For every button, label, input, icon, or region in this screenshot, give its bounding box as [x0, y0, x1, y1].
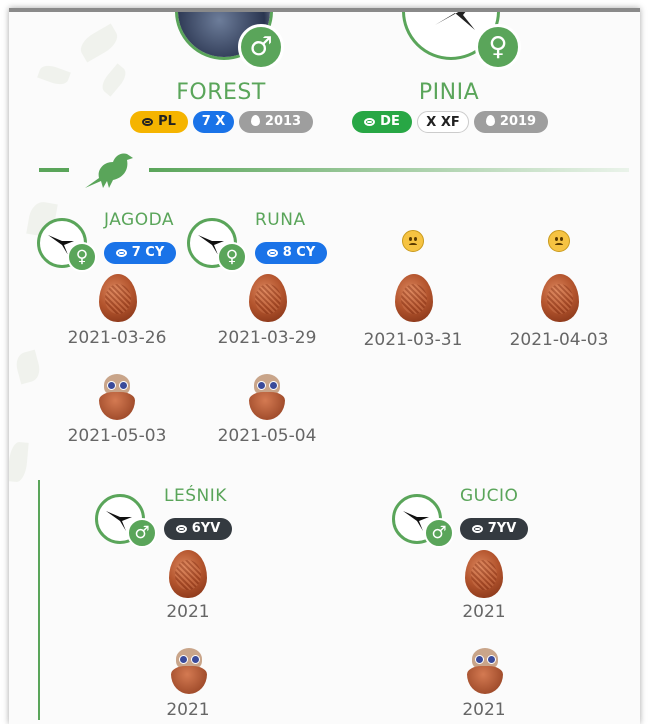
parent-name[interactable]: FOREST: [176, 80, 266, 105]
egg-icon: [169, 550, 207, 598]
sad-face-icon: [548, 230, 570, 252]
decor-leaf: [9, 441, 29, 483]
decor-leaf: [37, 62, 71, 88]
decor-leaf: [13, 349, 43, 385]
hatch-date: 2021: [166, 700, 210, 720]
chick-name[interactable]: RUNA: [255, 210, 306, 230]
ring-icon: [115, 249, 127, 257]
parent-name[interactable]: PINIA: [418, 80, 480, 105]
divider-line: [149, 168, 629, 172]
egg-icon: [249, 274, 287, 322]
chick-name[interactable]: LEŚNIK: [164, 486, 227, 506]
ring-code-badge: 7 X: [193, 111, 234, 133]
egg-date: 2021-03-26: [67, 328, 167, 348]
divider-line: [39, 168, 69, 172]
ring-badge: 8 CY: [255, 242, 327, 264]
male-icon: ♂: [127, 518, 157, 548]
bird-icon: [85, 153, 133, 188]
drop-icon: [250, 115, 260, 126]
nest-panel: ♂ FOREST PL 7 X 2013 ♀ PINIA DE X XF 201…: [9, 8, 640, 724]
female-icon: ♀: [67, 242, 97, 272]
hatch-date: 2021-05-03: [67, 426, 167, 446]
ring-badge: 6YV: [164, 518, 232, 540]
ring-icon: [364, 118, 376, 126]
hatchling-icon: [247, 372, 287, 420]
egg-icon: [395, 274, 433, 322]
male-icon: ♂: [238, 24, 284, 70]
year-badge: 2019: [474, 111, 548, 133]
year-badge: 2013: [239, 111, 313, 133]
ring-code-badge: X XF: [417, 111, 469, 133]
egg-icon: [465, 550, 503, 598]
ring-badge: 7 CY: [104, 242, 176, 264]
male-icon: ♂: [424, 518, 454, 548]
ring-icon: [175, 525, 187, 533]
female-icon: ♀: [217, 242, 247, 272]
hatchling-icon: [465, 646, 505, 694]
decor-leaf: [98, 63, 130, 97]
egg-date: 2021-03-29: [217, 328, 317, 348]
hatch-date: 2021: [462, 700, 506, 720]
hatchling-icon: [97, 372, 137, 420]
hatchling-icon: [169, 646, 209, 694]
hatch-date: 2021-05-04: [217, 426, 317, 446]
female-icon: ♀: [475, 24, 521, 70]
ring-icon: [142, 118, 154, 126]
decor-leaf: [76, 23, 122, 63]
chick-name[interactable]: JAGODA: [104, 210, 175, 230]
ring-badge: DE: [352, 111, 412, 133]
ring-icon: [471, 525, 483, 533]
timeline-line: [38, 480, 40, 720]
ring-badge: PL: [130, 111, 188, 133]
egg-date: 2021: [462, 602, 506, 622]
egg-icon: [99, 274, 137, 322]
egg-date: 2021: [166, 602, 210, 622]
ring-badge: 7YV: [460, 518, 528, 540]
egg-icon: [541, 274, 579, 322]
drop-icon: [485, 115, 495, 126]
sad-face-icon: [402, 230, 424, 252]
chick-name[interactable]: GUCIO: [460, 486, 519, 506]
egg-date: 2021-03-31: [363, 330, 463, 350]
egg-date: 2021-04-03: [509, 330, 609, 350]
ring-icon: [266, 249, 278, 257]
